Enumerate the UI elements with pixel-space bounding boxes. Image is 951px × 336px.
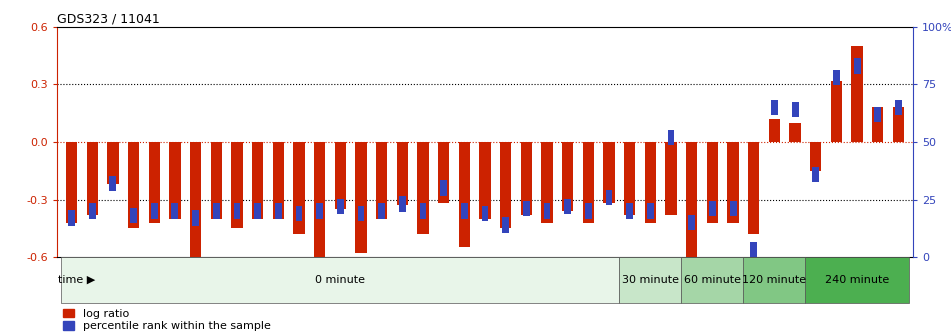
Bar (541, 142, 553, 222)
Bar (398, 197, 406, 212)
Bar (273, 142, 284, 219)
Text: 120 minute: 120 minute (743, 275, 806, 285)
Bar (66, 142, 77, 222)
Bar (805, 257, 909, 303)
Bar (151, 203, 158, 219)
Bar (335, 142, 346, 209)
Bar (234, 203, 241, 219)
Bar (417, 142, 429, 234)
Bar (606, 190, 612, 205)
Bar (523, 201, 530, 216)
Bar (833, 70, 840, 85)
Bar (645, 142, 656, 222)
Bar (210, 142, 222, 219)
Bar (337, 199, 343, 214)
Bar (895, 100, 902, 115)
Bar (744, 257, 805, 303)
Text: GDS323 / 11041: GDS323 / 11041 (57, 13, 160, 26)
Bar (831, 81, 843, 142)
Bar (851, 46, 863, 142)
Bar (109, 176, 116, 191)
Bar (254, 203, 261, 219)
Bar (252, 142, 263, 219)
Bar (627, 203, 633, 219)
Bar (812, 167, 819, 182)
Bar (668, 130, 674, 145)
Bar (686, 142, 697, 257)
Bar (689, 215, 695, 230)
Bar (107, 142, 119, 184)
Bar (502, 217, 509, 233)
Legend: log ratio, percentile rank within the sample: log ratio, percentile rank within the sa… (63, 309, 270, 331)
Bar (148, 142, 160, 222)
Bar (356, 142, 367, 253)
Bar (458, 142, 470, 248)
Bar (130, 208, 137, 223)
Bar (768, 119, 780, 142)
Bar (192, 210, 199, 225)
Bar (521, 142, 532, 215)
Bar (481, 206, 489, 221)
Bar (378, 203, 385, 219)
Bar (771, 100, 778, 115)
Bar (500, 142, 512, 228)
Bar (603, 142, 614, 203)
Bar (647, 203, 653, 219)
Bar (190, 142, 202, 261)
Bar (440, 180, 447, 196)
Bar (376, 142, 387, 219)
Bar (585, 203, 592, 219)
Bar (709, 201, 716, 216)
Text: 0 minute: 0 minute (316, 275, 365, 285)
Bar (544, 203, 551, 219)
Bar (88, 203, 96, 219)
Bar (893, 108, 904, 142)
Bar (748, 142, 760, 234)
Text: 240 minute: 240 minute (825, 275, 889, 285)
Bar (810, 142, 822, 171)
Bar (619, 257, 682, 303)
Bar (169, 142, 181, 219)
Bar (68, 210, 75, 225)
Bar (729, 201, 736, 216)
Bar (564, 199, 572, 214)
Bar (275, 203, 281, 219)
Bar (624, 142, 635, 215)
Bar (419, 203, 426, 219)
Bar (479, 142, 491, 219)
Bar (397, 142, 408, 205)
Bar (872, 108, 883, 142)
Bar (666, 142, 677, 215)
Bar (314, 142, 325, 257)
Bar (789, 123, 801, 142)
Text: 30 minute: 30 minute (622, 275, 679, 285)
Bar (707, 142, 718, 222)
Bar (874, 107, 882, 122)
Text: 60 minute: 60 minute (684, 275, 741, 285)
Bar (213, 203, 220, 219)
Bar (562, 142, 573, 211)
Bar (854, 58, 861, 74)
Bar (171, 203, 179, 219)
Bar (61, 257, 619, 303)
Bar (728, 142, 739, 222)
Bar (316, 203, 323, 219)
Bar (791, 102, 799, 117)
Bar (750, 243, 757, 258)
Bar (682, 257, 744, 303)
Bar (231, 142, 243, 228)
Text: time ▶: time ▶ (58, 275, 95, 285)
Bar (461, 203, 468, 219)
Bar (127, 142, 139, 228)
Bar (583, 142, 594, 222)
Bar (358, 206, 364, 221)
Bar (438, 142, 449, 203)
Bar (87, 142, 98, 215)
Bar (296, 206, 302, 221)
Bar (293, 142, 304, 234)
